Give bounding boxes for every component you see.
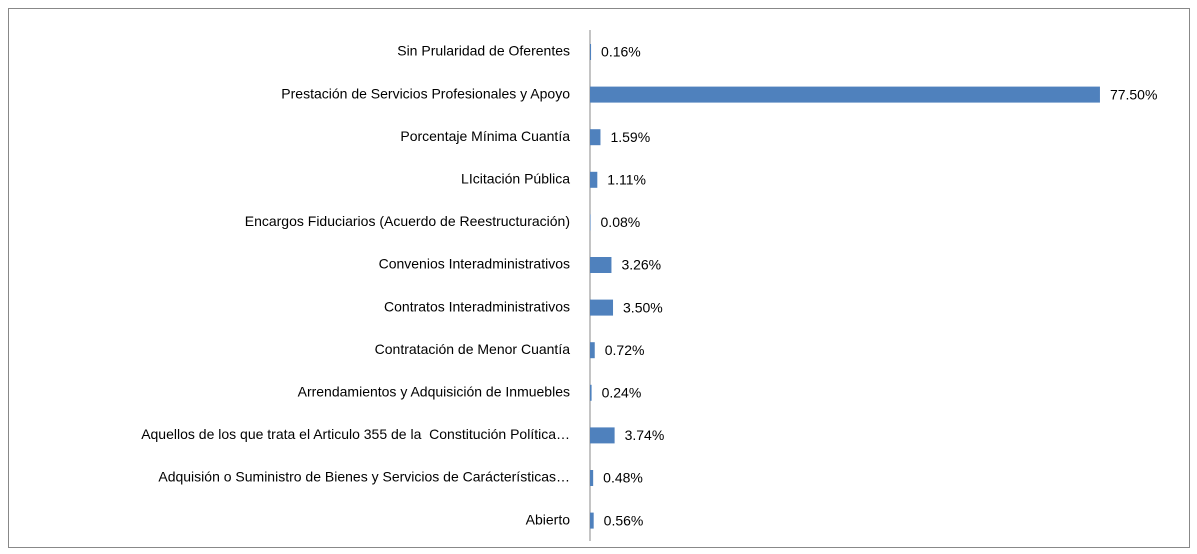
category-label: Aquellos de los que trata el Articulo 35…: [141, 426, 570, 442]
bar: [590, 384, 592, 401]
category-label: Arrendamientos y Adquisición de Inmueble…: [298, 384, 570, 400]
category-label: Porcentaje Mínima Cuantía: [400, 128, 570, 144]
value-label: 0.24%: [602, 385, 642, 401]
category-label: Abierto: [526, 511, 571, 527]
bar: [590, 214, 591, 231]
category-label: Sin Prularidad de Oferentes: [397, 43, 570, 59]
value-label: 0.48%: [603, 470, 643, 486]
category-label: LIcitación Pública: [461, 171, 570, 187]
category-label: Prestación de Servicios Profesionales y …: [281, 85, 570, 101]
value-label: 0.56%: [604, 512, 644, 528]
bar: [590, 129, 601, 146]
value-label: 77.50%: [1110, 86, 1157, 102]
category-label: Encargos Fiduciarios (Acuerdo de Reestru…: [245, 213, 570, 229]
bar: [590, 470, 594, 486]
value-label: 0.72%: [605, 342, 645, 358]
category-label: Adquisión o Suministro de Bienes y Servi…: [158, 469, 570, 485]
value-label: 3.50%: [623, 299, 663, 315]
category-label: Contratación de Menor Cuantía: [375, 341, 571, 357]
bar: [590, 171, 598, 188]
category-label: Contratos Interadministrativos: [384, 298, 570, 314]
bar: [590, 342, 595, 359]
bar: [590, 257, 612, 273]
value-label: 0.16%: [601, 44, 641, 60]
value-label: 3.26%: [621, 257, 661, 273]
bar: [590, 86, 1100, 103]
category-label: Convenios Interadministrativos: [379, 256, 570, 272]
bar: [590, 44, 592, 60]
bar: [590, 427, 615, 444]
bar: [590, 512, 594, 529]
value-label: 1.59%: [610, 129, 650, 145]
value-label: 0.08%: [601, 214, 641, 230]
value-label: 1.11%: [607, 172, 646, 188]
value-label: 3.74%: [625, 427, 665, 443]
bar: [590, 299, 614, 316]
